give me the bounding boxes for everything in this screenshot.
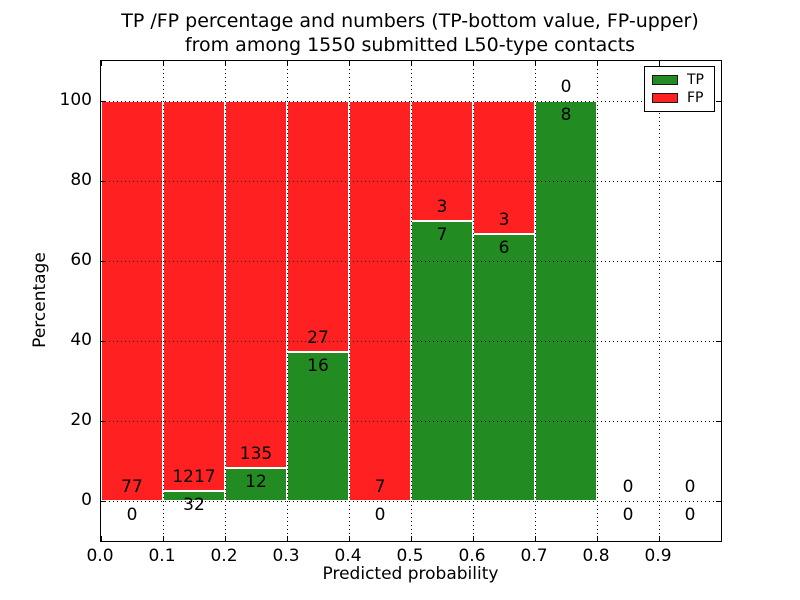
- y-tick-mark: [716, 181, 721, 182]
- x-axis-label: Predicted probability: [322, 564, 499, 584]
- y-tick-mark: [716, 101, 721, 102]
- x-tick-mark: [163, 61, 164, 66]
- x-tick-mark: [597, 61, 598, 66]
- chart-title: TP /FP percentage and numbers (TP-bottom…: [90, 9, 730, 57]
- x-tick-mark: [535, 61, 536, 66]
- x-tick-mark: [473, 536, 474, 541]
- fp-bar-segment: [163, 101, 225, 491]
- y-tick-mark: [716, 501, 721, 502]
- tp-bar-segment: [473, 234, 535, 501]
- fp-bar-segment: [101, 101, 163, 501]
- tp-bar-segment: [287, 352, 349, 501]
- x-tick-mark: [659, 536, 660, 541]
- x-tick-label: 0.5: [396, 546, 424, 566]
- fp-bar-segment: [473, 101, 535, 235]
- x-tick-mark: [225, 536, 226, 541]
- grid-line-vertical: [659, 61, 660, 541]
- x-tick-label: 0.3: [272, 546, 300, 566]
- y-tick-mark: [716, 341, 721, 342]
- y-tick-mark: [101, 501, 106, 502]
- y-tick-label: 20: [70, 410, 92, 430]
- fp-count-label: 0: [684, 477, 696, 497]
- x-tick-mark: [535, 536, 536, 541]
- fp-bar-segment: [349, 101, 411, 501]
- x-tick-mark: [163, 536, 164, 541]
- y-axis-label: Percentage: [30, 252, 50, 348]
- x-tick-mark: [349, 61, 350, 66]
- grid-line-vertical: [287, 61, 288, 541]
- tp-legend-swatch: [652, 75, 678, 85]
- grid-line-vertical: [535, 61, 536, 541]
- fp-legend-label: FP: [687, 90, 704, 106]
- legend-item-tp: TP: [652, 71, 707, 89]
- tp-bar-segment: [535, 101, 597, 501]
- fp-count-label: 0: [622, 477, 634, 497]
- legend: TP FP: [644, 66, 715, 112]
- y-tick-mark: [101, 341, 106, 342]
- y-tick-mark: [101, 421, 106, 422]
- x-tick-mark: [411, 536, 412, 541]
- x-tick-mark: [349, 536, 350, 541]
- x-tick-mark: [287, 536, 288, 541]
- tp-count-label: 0: [622, 505, 634, 525]
- x-tick-mark: [659, 61, 660, 66]
- x-tick-label: 0.0: [86, 546, 114, 566]
- y-tick-label: 80: [70, 170, 92, 190]
- x-tick-label: 0.7: [520, 546, 548, 566]
- tp-bar-segment: [225, 468, 287, 501]
- x-tick-label: 0.4: [334, 546, 362, 566]
- y-tick-label: 100: [59, 90, 92, 110]
- x-tick-label: 0.8: [582, 546, 610, 566]
- fp-bar-segment: [411, 101, 473, 221]
- y-tick-mark: [716, 261, 721, 262]
- x-tick-mark: [597, 536, 598, 541]
- x-tick-label: 0.9: [644, 546, 672, 566]
- tp-legend-label: TP: [687, 72, 704, 88]
- x-tick-mark: [101, 61, 102, 66]
- grid-line-vertical: [349, 61, 350, 541]
- fp-bar-segment: [225, 101, 287, 469]
- x-tick-mark: [225, 61, 226, 66]
- x-tick-mark: [287, 61, 288, 66]
- fp-bar-segment: [287, 101, 349, 353]
- y-tick-label: 40: [70, 330, 92, 350]
- x-tick-mark: [101, 536, 102, 541]
- tp-count-label: 0: [374, 505, 386, 525]
- x-tick-label: 0.6: [458, 546, 486, 566]
- chart-title-line2: from among 1550 submitted L50-type conta…: [184, 34, 636, 56]
- chart-title-line1: TP /FP percentage and numbers (TP-bottom…: [121, 10, 699, 32]
- y-tick-label: 0: [81, 490, 92, 510]
- x-tick-label: 0.1: [148, 546, 176, 566]
- grid-line-vertical: [225, 61, 226, 541]
- y-tick-mark: [716, 421, 721, 422]
- plot-area: 77 0 1217 32 135 12 27 16 7 0 3 7 3 6 0 8 0 0 0 0: [100, 60, 722, 542]
- grid-line-vertical: [473, 61, 474, 541]
- grid-line-vertical: [597, 61, 598, 541]
- grid-line-vertical: [411, 61, 412, 541]
- fp-legend-swatch: [652, 93, 678, 103]
- y-tick-mark: [101, 261, 106, 262]
- y-tick-mark: [101, 181, 106, 182]
- y-tick-mark: [101, 101, 106, 102]
- legend-item-fp: FP: [652, 89, 707, 107]
- x-tick-mark: [411, 61, 412, 66]
- x-tick-mark: [473, 61, 474, 66]
- tp-bar-segment: [163, 490, 225, 501]
- fp-count-label: 0: [560, 77, 572, 97]
- y-tick-label: 60: [70, 250, 92, 270]
- grid-line-vertical: [163, 61, 164, 541]
- tp-bar-segment: [411, 221, 473, 501]
- tp-count-label: 0: [684, 505, 696, 525]
- tp-count-label: 0: [126, 505, 138, 525]
- x-tick-label: 0.2: [210, 546, 238, 566]
